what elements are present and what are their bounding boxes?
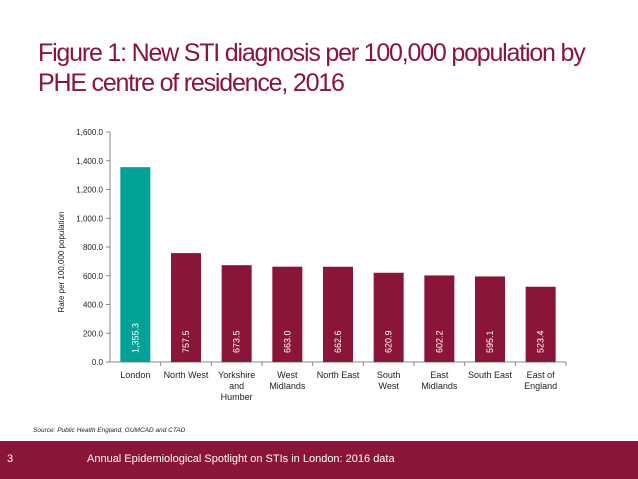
page-number: 3 bbox=[7, 453, 14, 465]
title-line-2: PHE centre of residence, 2016 bbox=[38, 69, 345, 97]
category-label: South East bbox=[468, 370, 513, 380]
category-label: East of bbox=[527, 370, 556, 380]
bar bbox=[272, 266, 303, 362]
y-axis-title: Rate per 100,000 population bbox=[57, 212, 66, 313]
y-tick-label: 400.0 bbox=[83, 301, 104, 310]
y-tick-label: 200.0 bbox=[83, 329, 104, 338]
chart-title: Figure 1: New STI diagnosis per 100,000 … bbox=[38, 38, 618, 98]
bar bbox=[323, 266, 353, 362]
bar bbox=[525, 286, 556, 362]
category-label: and bbox=[229, 381, 244, 391]
data-label: 757.5 bbox=[181, 330, 191, 353]
category-label: North West bbox=[164, 370, 209, 380]
y-tick-label: 600.0 bbox=[83, 272, 104, 281]
y-tick-label: 1,200.0 bbox=[76, 186, 103, 195]
category-label: Humber bbox=[221, 392, 253, 402]
bar bbox=[120, 167, 151, 362]
data-label: 523.4 bbox=[536, 330, 546, 353]
data-label: 602.2 bbox=[434, 330, 444, 353]
category-label: London bbox=[120, 370, 150, 380]
title-line-1: Figure 1: New STI diagnosis per 100,000 … bbox=[38, 39, 586, 67]
data-label: 662.6 bbox=[333, 330, 343, 353]
category-label: West bbox=[378, 381, 399, 391]
y-tick-label: 1,000.0 bbox=[76, 214, 103, 223]
data-label: 1,355.3 bbox=[130, 323, 140, 353]
category-label: Midlands bbox=[269, 381, 306, 391]
bar-chart: 0.0 200.0 400.0 600.0 800.0 1,000.0 1,200.0 1,4… bbox=[57, 128, 567, 402]
footer-bar: 3 Annual Epidemiological Spotlight on ST… bbox=[0, 441, 638, 479]
y-tick-label: 800.0 bbox=[83, 243, 104, 252]
y-tick-label: 1,400.0 bbox=[76, 157, 103, 166]
y-tick-label: 0.0 bbox=[92, 358, 104, 367]
bar bbox=[424, 275, 455, 362]
category-label: North East bbox=[317, 370, 360, 380]
data-label: 673.5 bbox=[232, 330, 242, 353]
data-label: 663.0 bbox=[282, 330, 292, 353]
category-label: Yorkshire bbox=[218, 370, 255, 380]
data-label: 595.1 bbox=[485, 330, 495, 353]
data-label: 620.9 bbox=[384, 330, 394, 353]
bar bbox=[373, 272, 404, 362]
category-label: England bbox=[524, 381, 557, 391]
category-label: East bbox=[430, 370, 449, 380]
source-note: Source: Public Health England, GUMCAD an… bbox=[33, 427, 186, 434]
bar bbox=[221, 265, 252, 362]
category-label: West bbox=[277, 370, 298, 380]
category-label: Midlands bbox=[421, 381, 458, 391]
bar bbox=[475, 276, 505, 362]
category-label: South bbox=[377, 370, 401, 380]
y-tick-label: 1,600.0 bbox=[76, 128, 103, 137]
bar bbox=[171, 253, 201, 362]
footer-text: Annual Epidemiological Spotlight on STIs… bbox=[87, 453, 395, 465]
